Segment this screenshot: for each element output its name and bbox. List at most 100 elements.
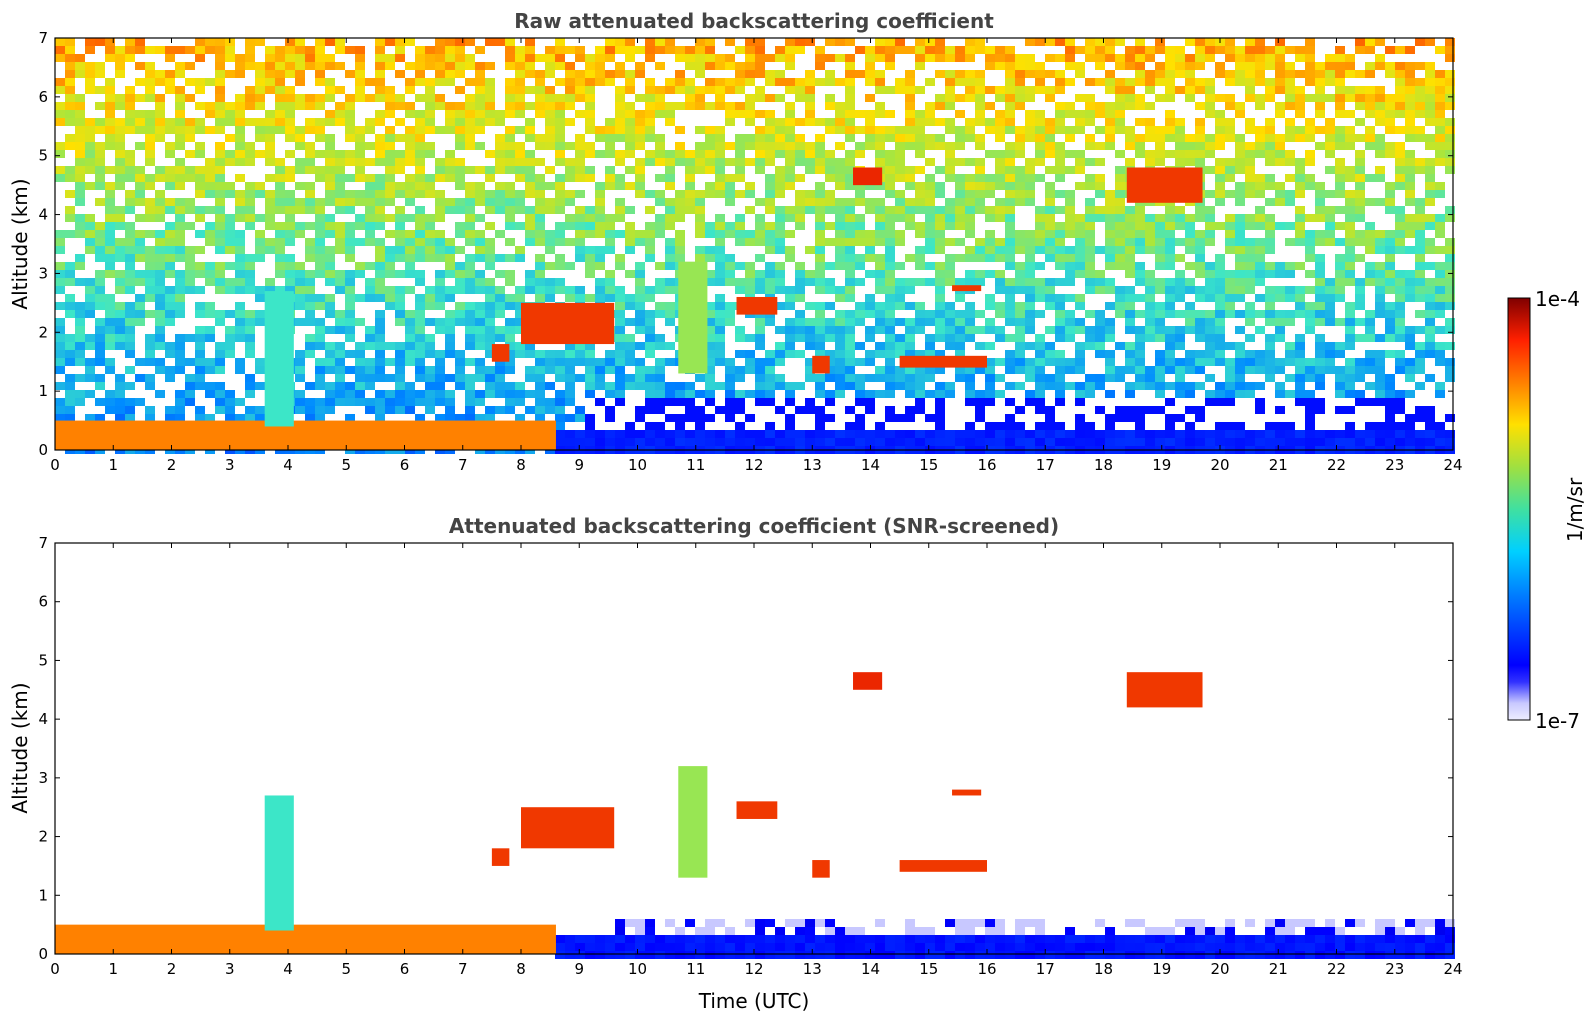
noise-cell xyxy=(1175,438,1185,446)
noise-cell xyxy=(1215,174,1225,182)
noise-cell xyxy=(465,398,475,406)
noise-cell xyxy=(305,158,315,166)
noise-cell xyxy=(665,86,675,94)
noise-cell xyxy=(905,174,915,182)
noise-cell xyxy=(1305,430,1315,438)
noise-cell xyxy=(705,222,715,230)
noise-cell xyxy=(75,254,85,262)
noise-cell xyxy=(1045,238,1055,246)
noise-cell xyxy=(645,406,655,414)
noise-cell xyxy=(1275,366,1285,374)
noise-cell xyxy=(245,158,255,166)
noise-cell xyxy=(325,190,335,198)
noise-cell xyxy=(655,390,665,398)
noise-cell xyxy=(1185,438,1195,446)
noise-cell xyxy=(955,206,965,214)
noise-cell xyxy=(885,190,895,198)
noise-cell xyxy=(95,70,105,78)
noise-cell xyxy=(925,278,935,286)
noise-cell xyxy=(1045,86,1055,94)
noise-cell xyxy=(755,222,765,230)
noise-cell xyxy=(535,110,545,118)
noise-cell xyxy=(115,342,125,350)
noise-cell xyxy=(1025,94,1035,102)
noise-cell xyxy=(845,238,855,246)
noise-cell xyxy=(1175,382,1185,390)
noise-cell xyxy=(1225,422,1235,430)
noise-cell xyxy=(1115,54,1125,62)
noise-cell xyxy=(905,70,915,78)
noise-cell xyxy=(345,222,355,230)
noise-cell xyxy=(675,430,685,438)
noise-cell xyxy=(415,310,425,318)
noise-cell xyxy=(1365,310,1375,318)
noise-cell xyxy=(745,390,755,398)
noise-cell xyxy=(1375,310,1385,318)
noise-cell xyxy=(755,358,765,366)
noise-cell xyxy=(1405,214,1415,222)
noise-cell xyxy=(1005,174,1015,182)
noise-cell xyxy=(915,142,925,150)
noise-cell xyxy=(1315,78,1325,86)
noise-cell xyxy=(315,70,325,78)
noise-cell xyxy=(885,206,895,214)
noise-cell xyxy=(585,366,595,374)
noise-cell xyxy=(285,94,295,102)
noise-cell xyxy=(85,358,95,366)
noise-cell xyxy=(885,430,895,438)
noise-cell xyxy=(65,46,75,54)
noise-cell xyxy=(685,54,695,62)
noise-cell xyxy=(1155,62,1165,70)
noise-cell xyxy=(145,358,155,366)
noise-cell xyxy=(935,422,945,430)
noise-cell xyxy=(1305,134,1315,142)
noise-cell xyxy=(595,382,605,390)
noise-cell xyxy=(465,390,475,398)
noise-cell xyxy=(205,158,215,166)
noise-cell xyxy=(195,150,205,158)
noise-cell xyxy=(1135,310,1145,318)
noise-cell xyxy=(1325,54,1335,62)
noise-cell xyxy=(175,366,185,374)
noise-cell xyxy=(575,286,585,294)
noise-cell xyxy=(325,222,335,230)
noise-cell xyxy=(175,62,185,70)
noise-cell xyxy=(345,414,355,422)
noise-cell xyxy=(715,358,725,366)
noise-cell xyxy=(995,110,1005,118)
noise-cell xyxy=(1135,46,1145,54)
noise-cell xyxy=(935,406,945,414)
noise-cell xyxy=(225,278,235,286)
noise-cell xyxy=(1225,46,1235,54)
noise-cell xyxy=(765,262,775,270)
noise-cell xyxy=(885,270,895,278)
noise-cell xyxy=(1135,278,1145,286)
noise-cell xyxy=(275,158,285,166)
noise-cell xyxy=(945,390,955,398)
noise-cell xyxy=(685,182,695,190)
noise-cell xyxy=(65,78,75,86)
noise-cell xyxy=(155,46,165,54)
noise-cell xyxy=(1015,238,1025,246)
noise-cell xyxy=(785,62,795,70)
noise-cell xyxy=(405,318,415,326)
noise-cell xyxy=(1045,294,1055,302)
noise-cell xyxy=(755,94,765,102)
noise-cell xyxy=(865,254,875,262)
noise-cell xyxy=(525,286,535,294)
noise-cell xyxy=(1095,310,1105,318)
noise-cell xyxy=(1335,46,1345,54)
noise-cell xyxy=(1055,110,1065,118)
noise-cell xyxy=(75,134,85,142)
noise-cell xyxy=(1365,358,1375,366)
noise-cell xyxy=(855,430,865,438)
noise-cell xyxy=(1005,102,1015,110)
noise-cell xyxy=(965,54,975,62)
noise-cell xyxy=(625,230,635,238)
noise-cell xyxy=(945,254,955,262)
noise-cell xyxy=(1025,190,1035,198)
noise-cell xyxy=(1295,350,1305,358)
noise-cell xyxy=(785,430,795,438)
noise-cell xyxy=(55,414,65,422)
noise-cell xyxy=(905,318,915,326)
